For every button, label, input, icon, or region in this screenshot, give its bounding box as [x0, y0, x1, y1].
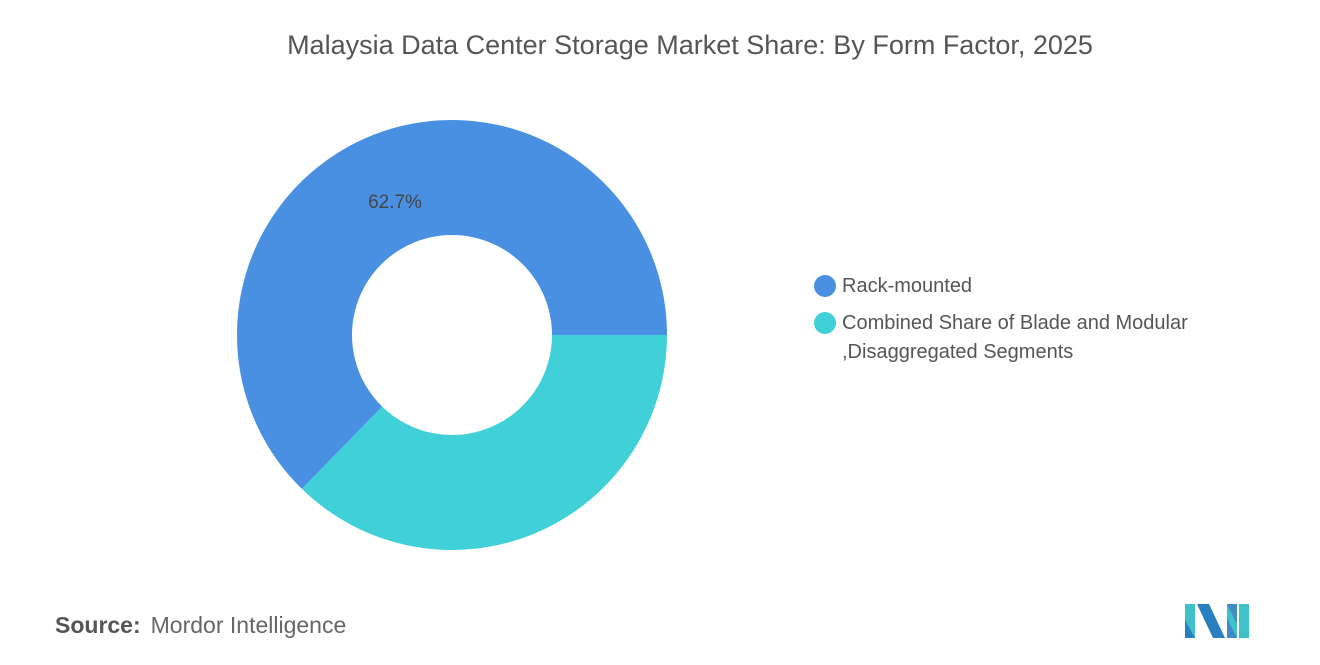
legend-label: Combined Share of Blade and Modular ,Disa…: [842, 312, 1188, 363]
legend-label: Rack-mounted: [842, 275, 973, 297]
mordor-logo: [1185, 604, 1249, 638]
donut-slice-1: [237, 120, 667, 489]
legend-swatch: [814, 275, 836, 297]
chart-title: Malaysia Data Center Storage Market Shar…: [287, 30, 1093, 60]
legend: Rack-mounted Combined Share of Blade and…: [814, 272, 1188, 375]
legend-item-rack-mounted[interactable]: Rack-mounted: [814, 272, 1188, 301]
donut-slice-2: [301, 335, 667, 550]
legend-swatch: [814, 312, 836, 334]
data-label-1: 62.7%: [368, 192, 422, 213]
source-note: Source: Mordor Intelligence: [55, 612, 347, 638]
legend-item-blade-modular[interactable]: Combined Share of Blade and Modular ,Disa…: [814, 309, 1188, 367]
